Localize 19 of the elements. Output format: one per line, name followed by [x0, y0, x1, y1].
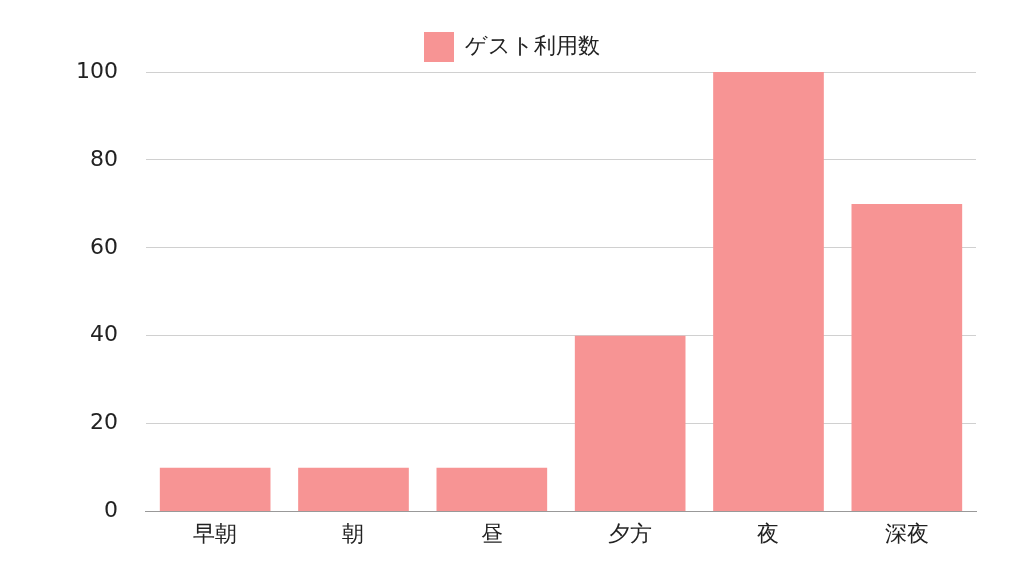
- legend-label: ゲスト利用数: [465, 32, 600, 58]
- y-tick-label: 20: [89, 409, 118, 435]
- x-tick-label: 夕方: [608, 520, 653, 546]
- bar: [298, 467, 409, 512]
- y-tick-label: 80: [89, 145, 118, 171]
- x-tick-label: 朝: [342, 520, 365, 546]
- bar: [851, 203, 963, 512]
- bar: [159, 467, 271, 512]
- bar: [436, 467, 548, 512]
- bar: [713, 72, 824, 512]
- x-tick-label: 深夜: [884, 520, 929, 546]
- y-tick-label: 60: [89, 233, 118, 259]
- y-tick-label: 0: [103, 497, 118, 523]
- y-tick-label: 40: [89, 321, 118, 347]
- y-tick-label: 100: [75, 57, 118, 83]
- x-tick-label: 夜: [757, 520, 780, 546]
- bar: [574, 335, 686, 512]
- x-tick-label: 早朝: [193, 520, 238, 546]
- x-tick-label: 昼: [480, 520, 503, 546]
